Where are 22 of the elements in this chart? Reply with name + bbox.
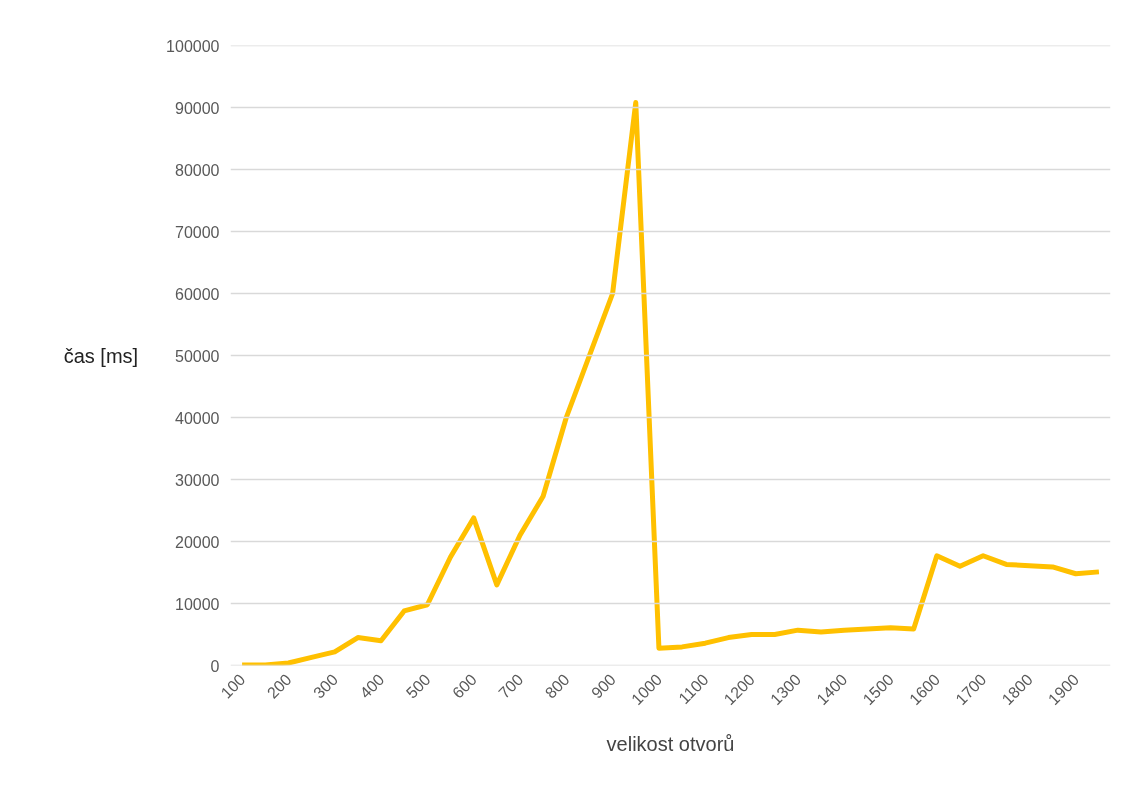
y-tick-label: 20000 [175, 533, 220, 551]
y-tick-label: 0 [210, 657, 220, 675]
x-tick-label: 200 [263, 670, 295, 702]
x-tick-label: 100 [217, 670, 249, 702]
x-tick-label: 400 [356, 670, 388, 702]
x-tick-label: 600 [449, 670, 481, 702]
x-tick-label: 900 [588, 670, 620, 702]
x-axis-title: velikost otvorů [606, 733, 735, 756]
y-tick-label: 70000 [175, 223, 220, 241]
y-tick-label: 90000 [175, 99, 220, 117]
y-tick-label: 10000 [175, 595, 220, 613]
y-tick-label: 80000 [175, 161, 220, 179]
y-tick-label: 30000 [175, 471, 220, 489]
y-tick-label: 50000 [175, 347, 220, 365]
y-tick-label: 100000 [166, 37, 220, 55]
y-axis-title: čas [ms] [63, 344, 139, 367]
y-tick-label: 40000 [175, 409, 220, 427]
y-tick-label: 60000 [175, 285, 220, 303]
x-tick-label: 700 [495, 670, 527, 702]
x-tick-label: 800 [541, 670, 573, 702]
x-tick-label: 300 [310, 670, 342, 702]
x-tick-label: 500 [402, 670, 434, 702]
